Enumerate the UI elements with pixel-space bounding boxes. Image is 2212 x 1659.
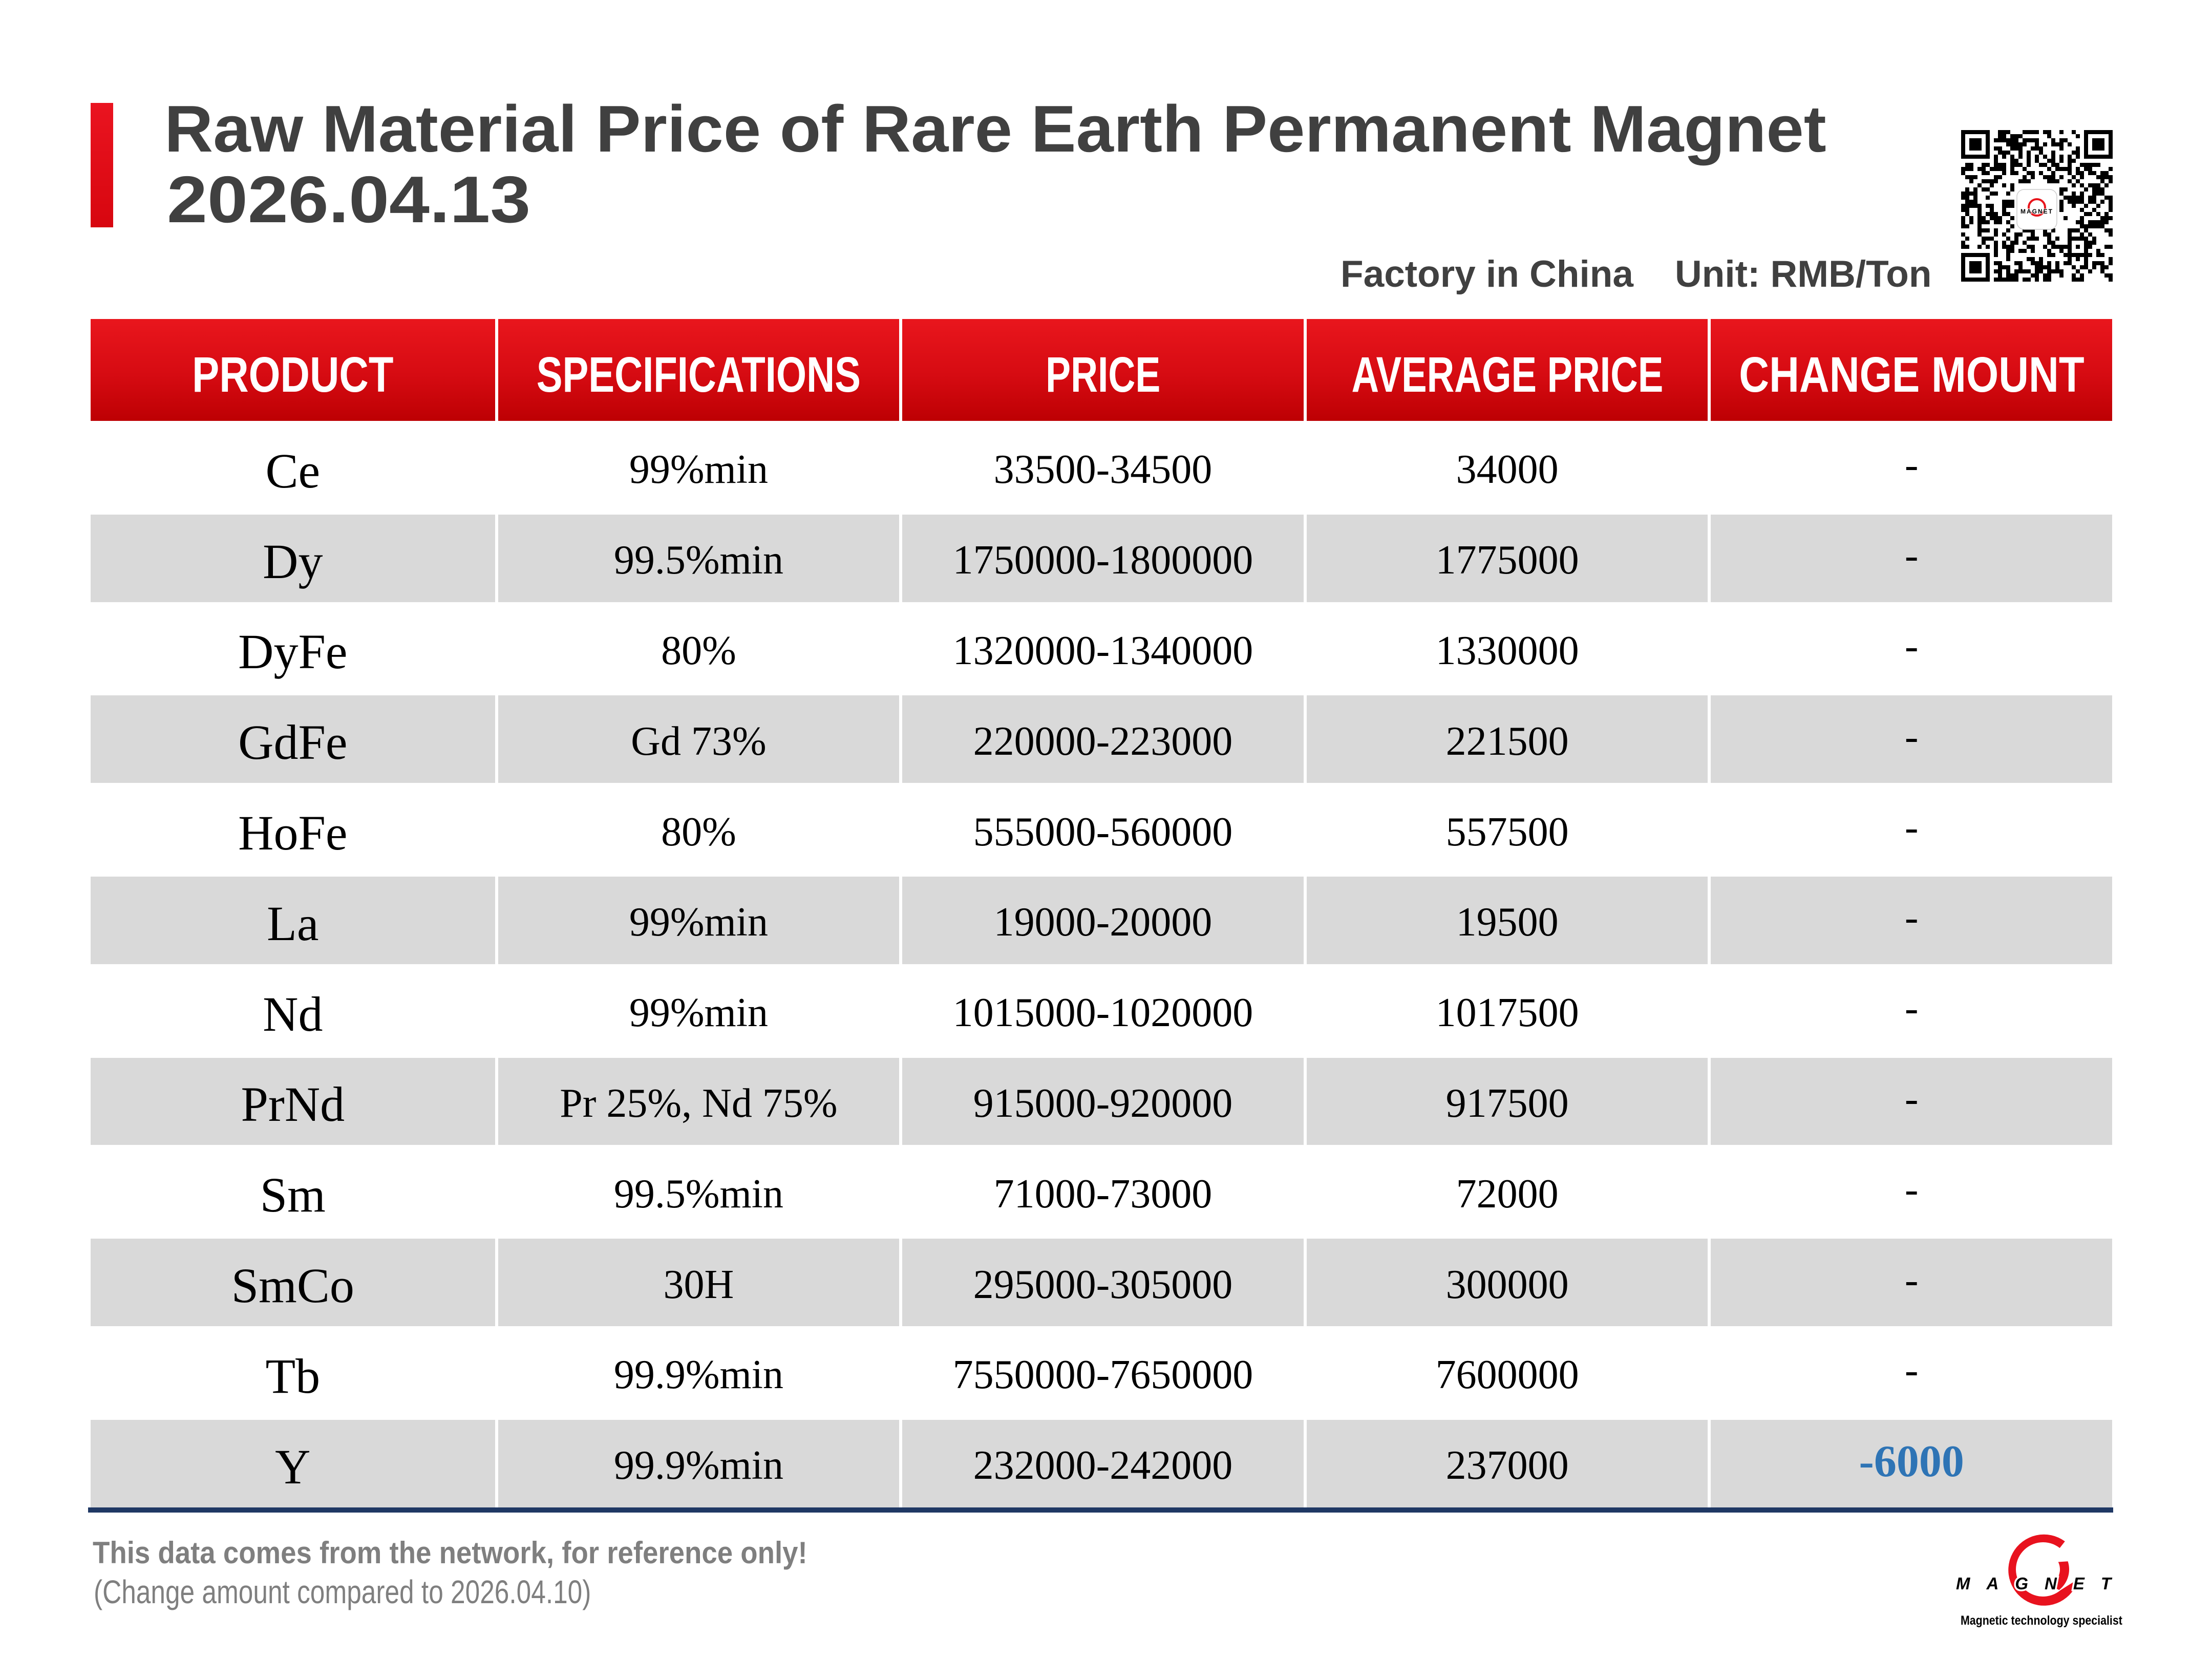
svg-text:Magnetic technology specialist: Magnetic technology specialist [1961,1613,2122,1627]
svg-text:MAGNET: MAGNET [1956,1574,2128,1593]
svg-text:MAGNET: MAGNET [2020,208,2053,215]
